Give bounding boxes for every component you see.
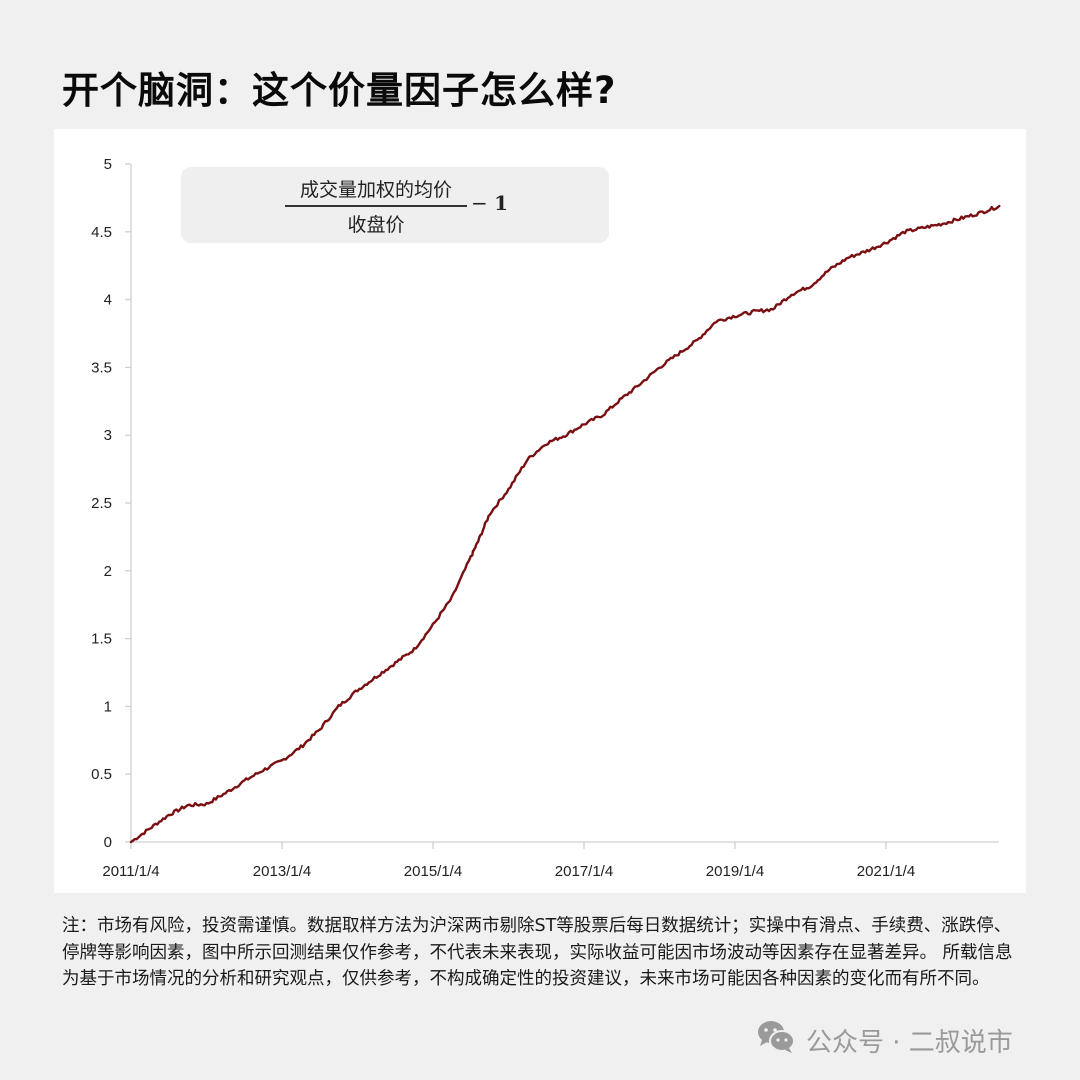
- formula-one: 1: [494, 191, 509, 215]
- formula-denominator: 收盘价: [347, 213, 405, 236]
- formula-numerator: 成交量加权的均价: [299, 179, 452, 201]
- y-tick-label: 4: [104, 292, 112, 309]
- y-tick-label: 3: [104, 427, 112, 444]
- x-tick-label: 2021/1/4: [857, 863, 915, 880]
- y-tick-label: 0.5: [91, 766, 112, 783]
- chart-panel: [54, 129, 1026, 893]
- watermark-text: 公众号 · 二叔说市: [806, 1027, 1013, 1058]
- x-tick-label: 2013/1/4: [253, 863, 311, 880]
- formula-fraction: 成交量加权的均价 收盘价: [285, 175, 467, 237]
- x-tick-label: 2015/1/4: [404, 863, 462, 880]
- y-tick-label: 1.5: [91, 631, 112, 648]
- y-tick-label: 0: [104, 834, 112, 851]
- x-tick-label: 2017/1/4: [555, 863, 613, 880]
- fraction-bar: [285, 205, 467, 207]
- y-tick-label: 4.5: [91, 224, 112, 241]
- x-tick-label: 2019/1/4: [706, 863, 764, 880]
- disclaimer-note: 注：市场有风险，投资需谨慎。数据取样方法为沪深两市剔除ST等股票后每日数据统计；…: [62, 916, 1013, 989]
- y-tick-label: 5: [104, 156, 112, 173]
- formula-box: 成交量加权的均价 收盘价 − 1: [181, 167, 609, 243]
- equity-curve-line: [129, 204, 1001, 844]
- y-axis: 0 0.5 1 1.5 2 2.5 3 3.5 4 4.5 5: [91, 156, 132, 851]
- y-tick-label: 3.5: [91, 359, 112, 376]
- page-title: 开个脑洞：这个价量因子怎么样?: [62, 69, 617, 112]
- x-axis: 2011/1/4 2013/1/4 2015/1/4 2017/1/4 2019/1/4…: [102, 841, 999, 880]
- watermark: 公众号 · 二叔说市: [756, 1020, 1013, 1060]
- formula-minus: −: [471, 191, 488, 215]
- x-tick-label: 2011/1/4: [102, 863, 159, 880]
- y-tick-label: 2.5: [91, 495, 112, 512]
- wechat-icon: [756, 1019, 796, 1062]
- formula-suffix: − 1: [471, 191, 508, 215]
- y-tick-label: 1: [104, 698, 112, 715]
- y-tick-label: 2: [104, 563, 112, 580]
